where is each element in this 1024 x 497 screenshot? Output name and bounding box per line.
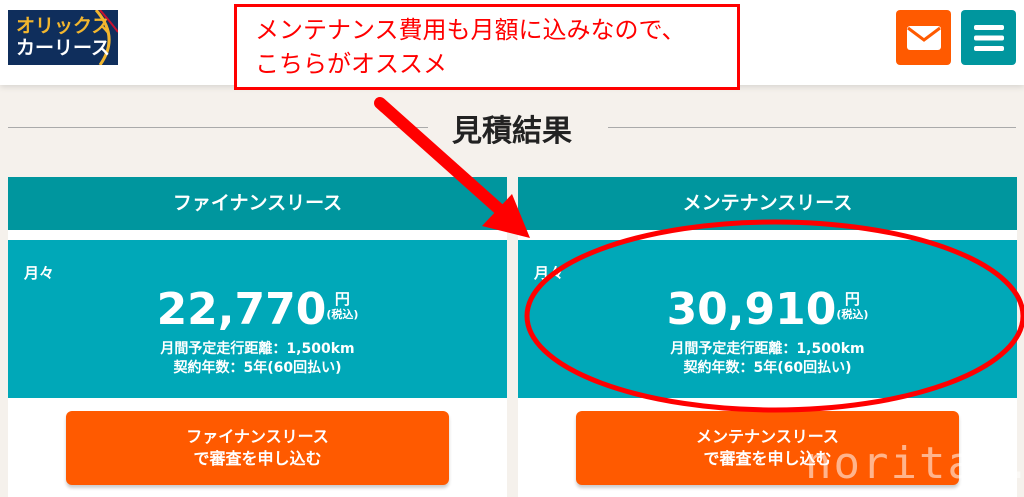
tax-label: (税込) <box>836 308 869 321</box>
price-value: 22,770 <box>156 284 327 335</box>
annotation-line1: メンテナンス費用も月額に込みなので、 <box>255 16 686 44</box>
monthly-distance: 月間予定走行距離：1,500km <box>160 341 355 357</box>
plan-card-finance: ファイナンスリース 月々 22,770 円 (税込) 月間予定走行距離：1,500k… <box>8 177 507 497</box>
apply-maintenance-lease-button[interactable]: メンテナンスリース で審査を申し込む <box>576 411 959 485</box>
apply-finance-lease-button[interactable]: ファイナンスリース で審査を申し込む <box>66 411 449 485</box>
tax-label: (税込) <box>326 308 359 321</box>
page-title: 見積結果 <box>452 114 572 149</box>
logo-arcs <box>94 10 118 65</box>
monthly-distance: 月間予定走行距離：1,500km <box>670 341 865 357</box>
annotation-callout: メンテナンス費用も月額に込みなので、 こちらがオススメ <box>234 4 740 90</box>
divider-left <box>8 127 428 128</box>
logo-line2: カーリース <box>16 37 111 59</box>
cta-line1: メンテナンスリース <box>696 427 839 446</box>
contact-mail-button[interactable] <box>896 10 951 65</box>
orix-car-lease-logo[interactable]: オリックス カーリース <box>8 10 118 65</box>
price: 30,910 円 (税込) <box>518 284 1017 335</box>
contract-term: 契約年数：5年(60回払い) <box>173 360 342 376</box>
cta-line2: で審査を申し込む <box>193 449 322 468</box>
mail-icon <box>906 25 941 50</box>
plan-price-panel: 月々 30,910 円 (税込) 月間予定走行距離：1,500km 契約年数：5年(6… <box>518 240 1017 398</box>
hamburger-menu-icon <box>973 24 1004 51</box>
watermark: noritai.c <box>805 438 1024 489</box>
annotation-line2: こちらがオススメ <box>255 50 447 78</box>
menu-button[interactable] <box>961 10 1016 65</box>
cta-line1: ファイナンスリース <box>186 427 329 446</box>
plan-price-panel: 月々 22,770 円 (税込) 月間予定走行距離：1,500km 契約年数：5年(6… <box>8 240 507 398</box>
price-value: 30,910 <box>666 284 837 335</box>
logo-line1: オリックス <box>16 15 111 37</box>
price-unit: 円 <box>844 290 860 308</box>
divider-right <box>608 127 1016 128</box>
monthly-label: 月々 <box>534 264 565 282</box>
price: 22,770 円 (税込) <box>8 284 507 335</box>
plan-name: ファイナンスリース <box>8 177 507 230</box>
cta-line2: で審査を申し込む <box>703 449 832 468</box>
monthly-label: 月々 <box>24 264 55 282</box>
contract-term: 契約年数：5年(60回払い) <box>683 360 852 376</box>
price-unit: 円 <box>334 290 350 308</box>
plan-name: メンテナンスリース <box>518 177 1017 230</box>
